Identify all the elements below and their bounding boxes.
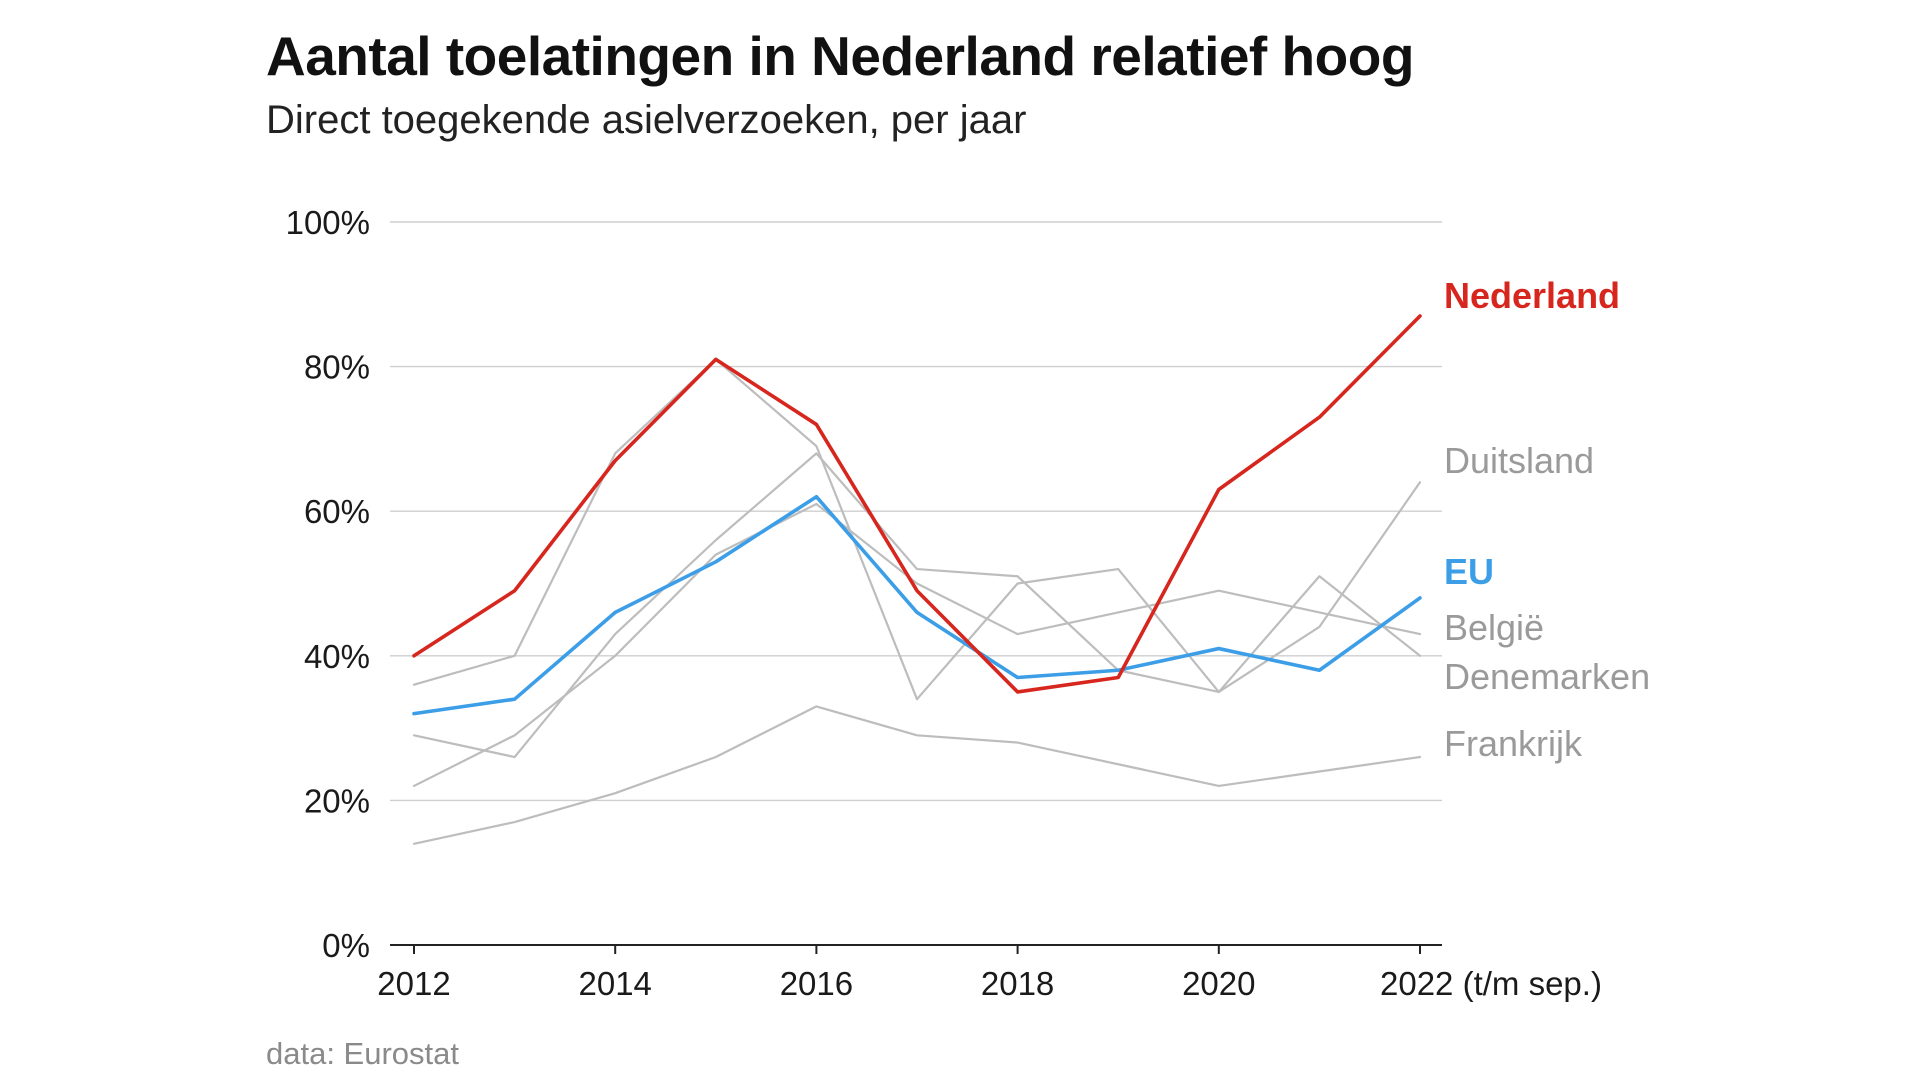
- series-line-denemarken: [412, 502, 1422, 788]
- y-tick-label: 60%: [304, 493, 370, 530]
- series-line-belgie: [412, 358, 1422, 701]
- series-label-eu: EU: [1444, 551, 1494, 592]
- line-chart: 0% 20% 40% 60% 80% 100% 2012 2014 2016 2018 2020 20…: [286, 204, 1651, 1002]
- y-tick-label: 0%: [322, 927, 370, 964]
- series-label-denemarken: Denemarken: [1444, 656, 1650, 697]
- series-label-frankrijk: Frankrijk: [1444, 723, 1583, 764]
- y-tick-label: 80%: [304, 349, 370, 386]
- series-line-frankrijk: [412, 705, 1422, 845]
- series-label-nederland: Nederland: [1444, 275, 1620, 316]
- x-tick-label: 2014: [578, 965, 651, 1002]
- x-tick-label: 2022 (t/m sep.): [1380, 965, 1602, 1002]
- y-tick-label: 100%: [286, 204, 370, 241]
- x-tick-label: 2016: [780, 965, 853, 1002]
- x-tick-label: 2018: [981, 965, 1054, 1002]
- chart-title: Aantal toelatingen in Nederland relatief…: [266, 25, 1414, 87]
- series-label-duitsland: Duitsland: [1444, 440, 1594, 481]
- data-source: data: Eurostat: [266, 1036, 460, 1071]
- series-line-eu: [412, 494, 1422, 716]
- series-line-duitsland: [412, 452, 1422, 759]
- y-tick-label: 40%: [304, 638, 370, 675]
- axes: 0% 20% 40% 60% 80% 100% 2012 2014 2016 2018 2020 20…: [286, 204, 1602, 1002]
- x-tick-label: 2012: [377, 965, 450, 1002]
- series-labels: Duitsland België Denemarken Frankrijk EU Nede…: [1444, 275, 1650, 764]
- chart-subtitle: Direct toegekende asielverzoeken, per ja…: [266, 98, 1027, 142]
- y-tick-label: 20%: [304, 782, 370, 819]
- series-lines: [412, 314, 1422, 845]
- series-line-nederland: [412, 314, 1422, 694]
- x-tick-label: 2020: [1182, 965, 1255, 1002]
- series-label-belgie: België: [1444, 607, 1544, 648]
- grid-lines: [390, 221, 1442, 802]
